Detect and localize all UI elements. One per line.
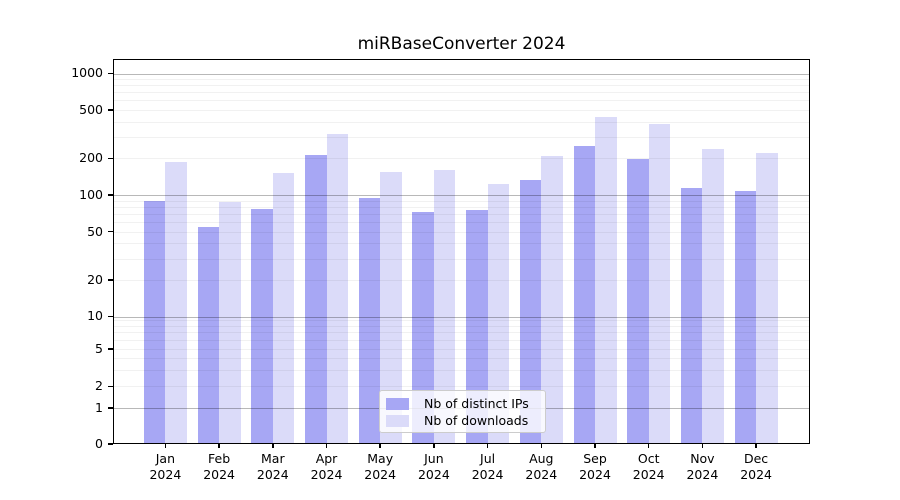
legend-label-downloads: Nb of downloads xyxy=(424,413,529,428)
bar-downloads-jun xyxy=(433,170,456,444)
x-tick-label-jul: Jul 2024 xyxy=(471,451,504,482)
y-tick-label-500: 500 xyxy=(79,102,103,118)
gridline-1000 xyxy=(113,73,810,75)
bar-ips-jun xyxy=(412,212,434,444)
x-tick-mark-jun xyxy=(433,444,435,448)
x-tick-mark-oct xyxy=(647,444,650,448)
legend: Nb of distinct IPs Nb of downloads xyxy=(379,390,546,433)
y-tick-mark-2 xyxy=(108,385,113,388)
x-tick-label-jun: Jun 2024 xyxy=(417,451,450,482)
bar-downloads-feb xyxy=(219,201,241,444)
bar-downloads-sep xyxy=(595,116,617,444)
bar-downloads-jul xyxy=(487,184,510,444)
y-tick-label-20: 20 xyxy=(87,271,103,287)
bar-downloads-jan xyxy=(165,162,187,444)
x-tick-label-nov: Nov 2024 xyxy=(686,451,719,482)
y-tick-label-1000: 1000 xyxy=(71,65,103,81)
bar-ips-oct xyxy=(627,158,649,444)
y-tick-mark-50 xyxy=(108,230,113,233)
bar-downloads-may xyxy=(380,171,402,444)
gridline-600 xyxy=(113,100,810,102)
bar-ips-mar xyxy=(251,208,273,444)
x-tick-mark-may xyxy=(379,444,381,448)
x-tick-mark-nov xyxy=(701,444,704,448)
y-tick-mark-10 xyxy=(108,315,113,318)
x-tick-label-aug: Aug 2024 xyxy=(525,451,558,482)
gridline-700 xyxy=(113,92,810,94)
y-tick-label-10: 10 xyxy=(87,308,103,324)
bar-ips-nov xyxy=(680,188,703,444)
gridline-900 xyxy=(113,79,810,80)
y-tick-mark-0 xyxy=(108,443,113,445)
x-tick-label-sep: Sep 2024 xyxy=(579,451,611,482)
y-tick-mark-1 xyxy=(108,407,113,409)
y-tick-label-0: 0 xyxy=(95,436,103,451)
y-tick-mark-100 xyxy=(108,194,113,196)
x-tick-mark-apr xyxy=(325,444,328,448)
x-tick-label-feb: Feb 2024 xyxy=(203,451,235,482)
y-tick-label-200: 200 xyxy=(79,150,103,166)
gridline-800 xyxy=(113,85,810,87)
x-tick-label-mar: Mar 2024 xyxy=(256,451,289,482)
x-tick-label-apr: Apr 2024 xyxy=(310,451,343,482)
x-tick-mark-aug xyxy=(540,444,543,448)
gridline-400 xyxy=(113,121,810,123)
bar-ips-may xyxy=(358,197,381,444)
bar-ips-dec xyxy=(734,191,757,444)
gridline-300 xyxy=(113,137,810,138)
bar-ips-jan xyxy=(143,200,166,444)
y-tick-label-50: 50 xyxy=(87,223,103,239)
x-tick-mark-mar xyxy=(272,444,274,448)
y-tick-label-2: 2 xyxy=(95,378,103,394)
gridline-500 xyxy=(113,110,810,112)
bar-downloads-nov xyxy=(702,148,724,444)
bar-downloads-oct xyxy=(648,124,671,444)
y-tick-mark-1000 xyxy=(108,72,113,75)
x-tick-label-may: May 2024 xyxy=(364,451,397,482)
bar-ips-apr xyxy=(305,154,327,444)
x-tick-label-jan: Jan 2024 xyxy=(149,451,182,482)
y-tick-label-5: 5 xyxy=(95,340,103,356)
bar-ips-feb xyxy=(197,226,220,444)
y-tick-label-1: 1 xyxy=(95,400,103,416)
x-tick-mark-jul xyxy=(486,444,489,448)
y-tick-mark-20 xyxy=(108,279,113,281)
bar-ips-jul xyxy=(466,209,488,444)
bar-ips-sep xyxy=(573,146,595,444)
x-tick-mark-dec xyxy=(755,444,757,448)
downloads-swatch-icon xyxy=(386,414,409,427)
y-tick-mark-200 xyxy=(108,157,113,160)
y-tick-label-100: 100 xyxy=(79,186,103,202)
x-tick-mark-feb xyxy=(218,444,220,448)
legend-row-downloads: Nb of downloads xyxy=(386,412,545,429)
bar-downloads-dec xyxy=(756,153,778,444)
ips-swatch-icon xyxy=(386,397,409,410)
bar-downloads-aug xyxy=(541,155,563,444)
y-tick-mark-500 xyxy=(108,109,113,111)
x-tick-label-oct: Oct 2024 xyxy=(632,451,665,482)
x-tick-mark-sep xyxy=(594,444,596,448)
legend-label-ips: Nb of distinct IPs xyxy=(424,396,529,411)
plot-area xyxy=(113,59,810,444)
bar-downloads-apr xyxy=(326,133,348,444)
bar-ips-aug xyxy=(519,179,542,444)
x-tick-mark-jan xyxy=(164,444,167,448)
x-tick-label-dec: Dec 2024 xyxy=(740,451,772,482)
chart-title: miRBaseConverter 2024 xyxy=(357,34,566,54)
bar-downloads-mar xyxy=(272,173,295,444)
legend-row-ips: Nb of distinct IPs xyxy=(386,395,545,412)
y-tick-mark-5 xyxy=(108,347,113,350)
